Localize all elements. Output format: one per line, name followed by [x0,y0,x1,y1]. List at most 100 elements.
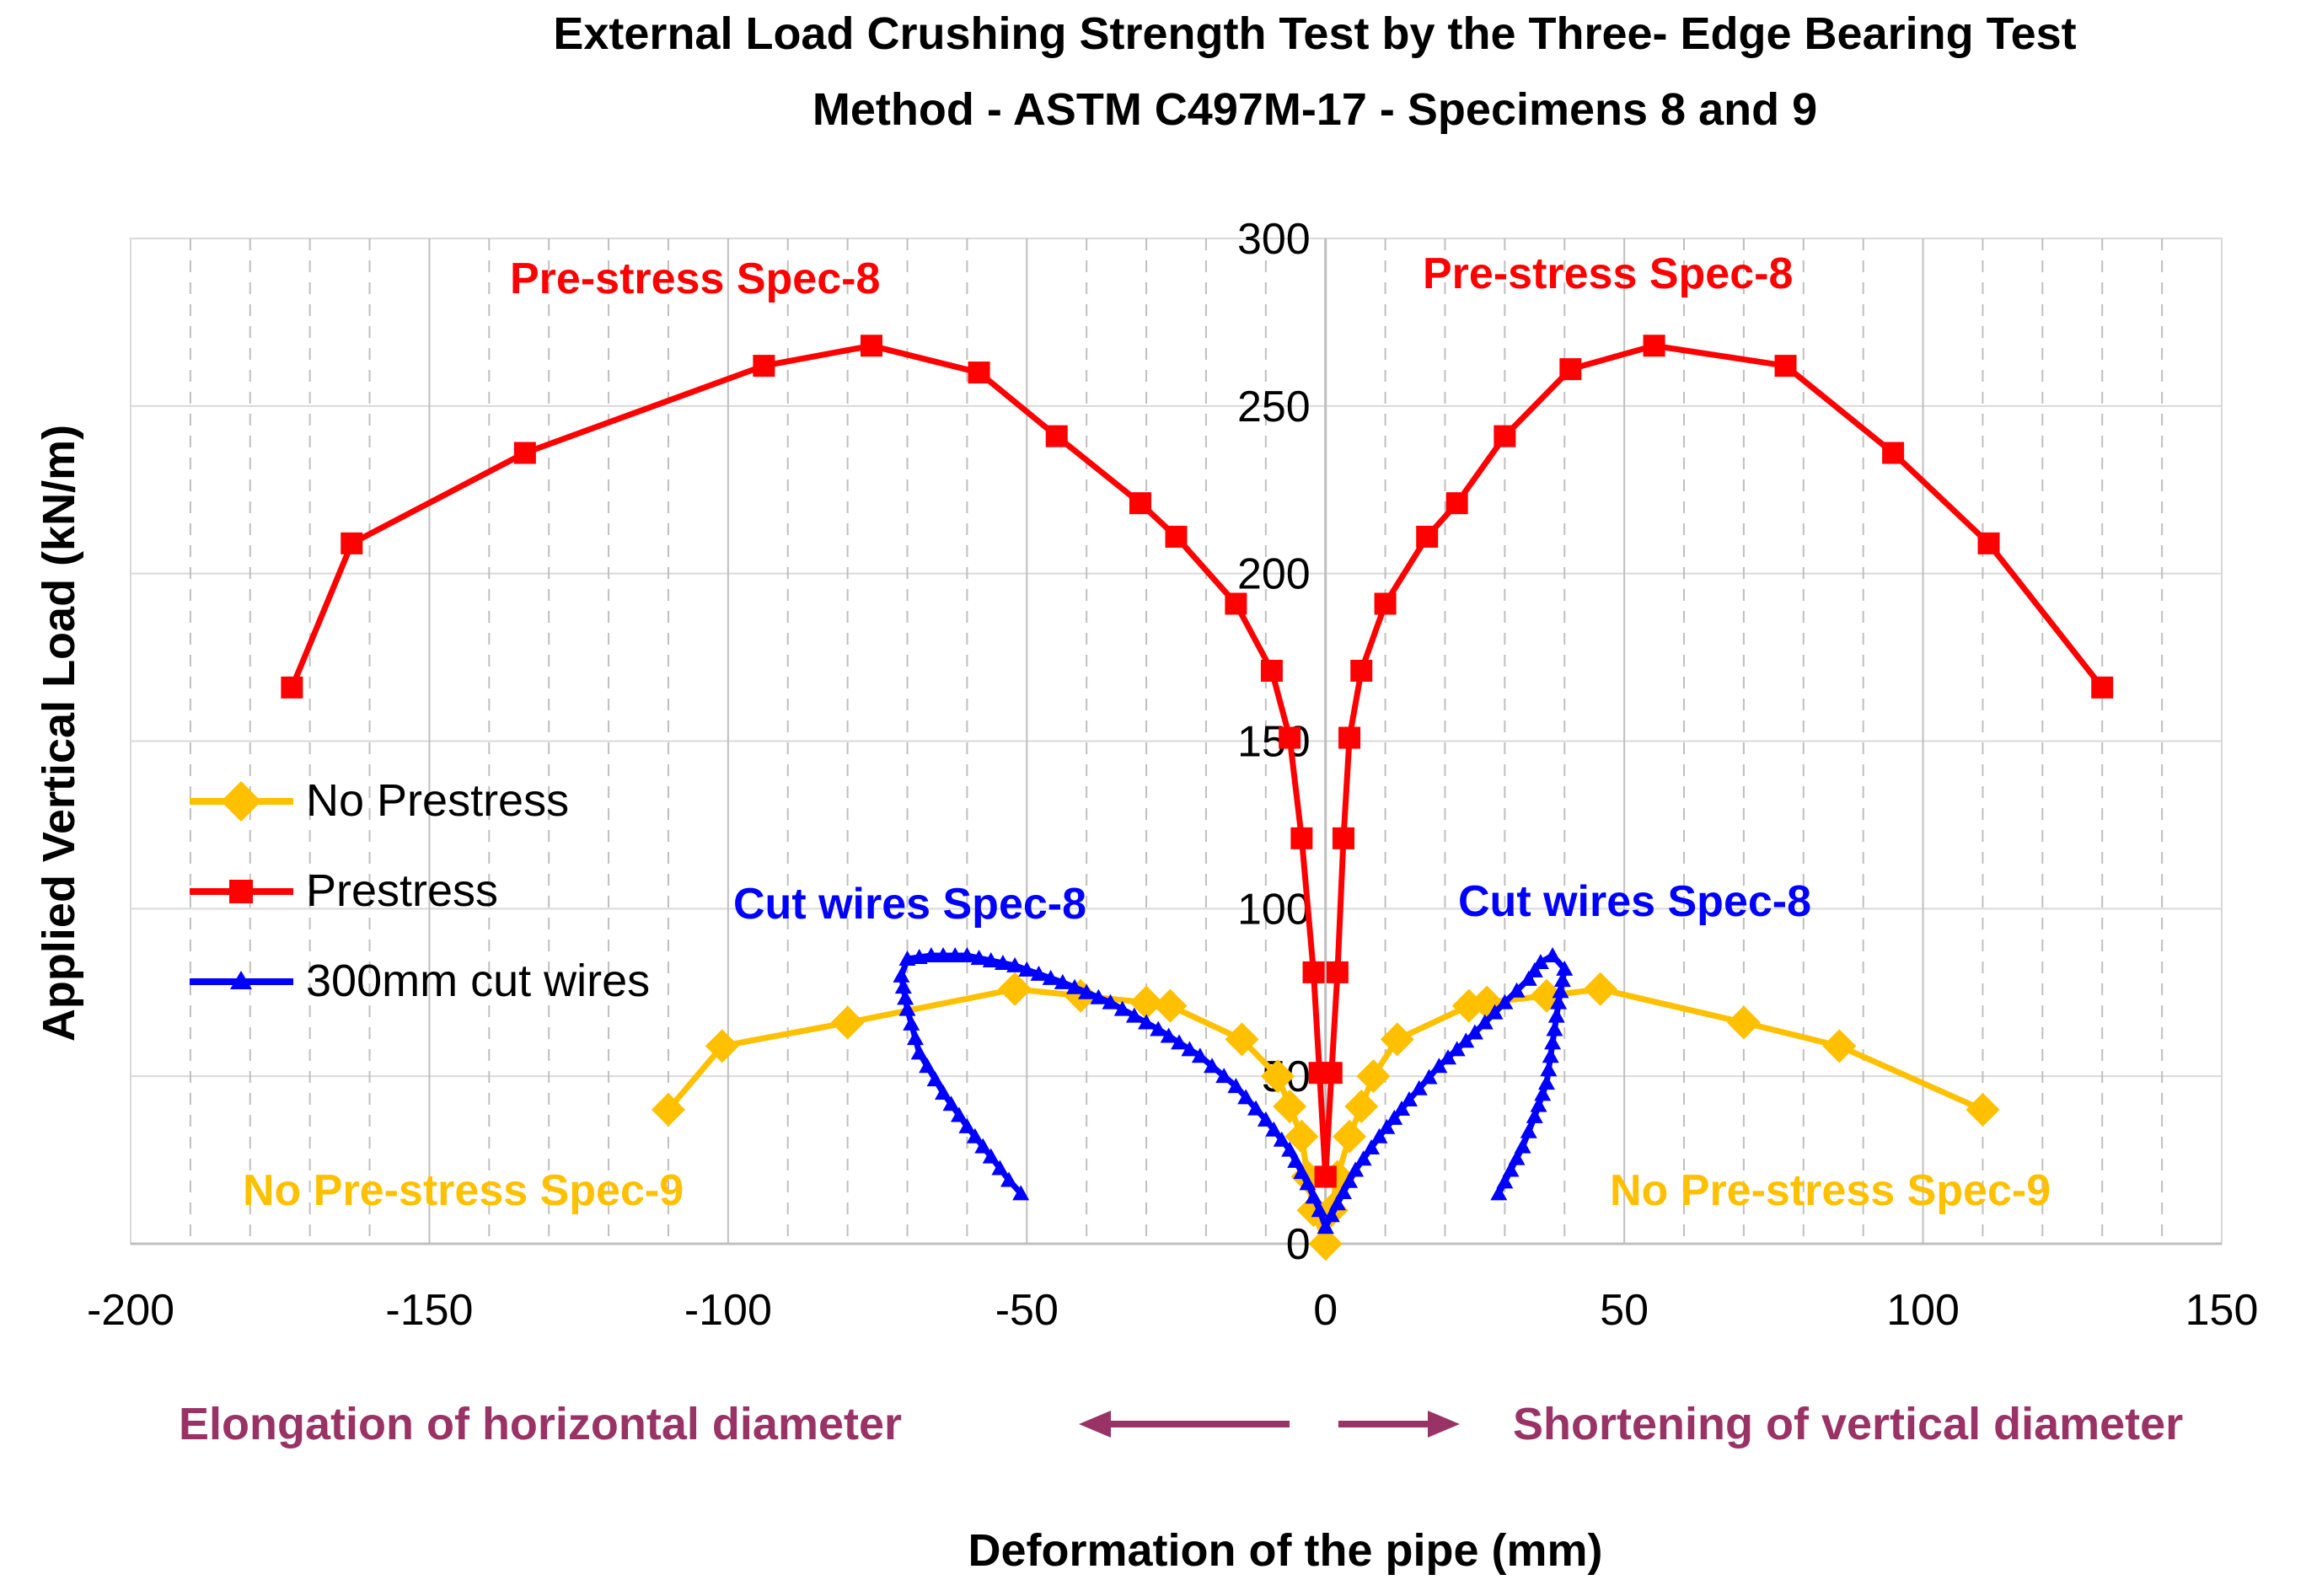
annotation-cut-right: Cut wires Spec-8 [1458,877,1811,926]
y-tick-label: 100 [1237,885,1311,934]
data-point-triangle [1018,961,1036,977]
data-point-square [968,362,990,384]
data-point-triangle [1191,1047,1209,1063]
arrow-right-icon [1338,1411,1460,1438]
data-point-triangle [974,1138,992,1154]
x-axis-label: Deformation of the pipe (mm) [968,1525,1603,1576]
data-point-triangle [1078,983,1096,999]
data-point-triangle [1553,972,1571,988]
data-point-triangle [1328,1195,1346,1211]
y-tick-label: 250 [1237,383,1311,431]
data-point-triangle [1113,1000,1131,1016]
legend-item-cut-wires: 300mm cut wires [190,956,650,1006]
data-point-triangle [1065,978,1083,994]
data-point-triangle [942,1095,960,1111]
annotation-prestress-right: Pre-stress Spec-8 [1423,249,1793,298]
data-point-triangle [982,1148,1000,1164]
legend-label-cut-wires: 300mm cut wires [306,956,650,1006]
legend-label-no-prestress: No Prestress [306,775,569,826]
data-point-triangle [1457,1032,1475,1048]
data-point-square [1225,592,1247,615]
data-point-triangle [1508,1149,1526,1165]
data-point-triangle [897,989,914,1005]
data-point-diamond [830,1005,865,1040]
data-point-triangle [894,978,912,994]
data-point-triangle [1520,1122,1537,1138]
data-point-diamond [1261,1059,1295,1094]
data-point-triangle [1410,1079,1428,1095]
chart-title-line2: Method - ASTM C497M-17 - Specimens 8 and… [812,84,1817,135]
legend-square-icon [229,880,253,903]
data-point-triangle [1273,1131,1290,1147]
annotation-cut-left: Cut wires Spec-8 [733,880,1086,929]
data-point-triangle [1466,1024,1483,1040]
y-tick-label: 300 [1237,215,1311,264]
data-point-triangle [966,1127,984,1143]
series-line [289,342,1329,1177]
data-point-triangle [926,1071,944,1087]
data-point-triangle [958,1117,976,1133]
data-point-triangle [1334,1184,1352,1200]
data-point-triangle [1102,993,1119,1010]
data-point-triangle [1006,956,1024,972]
data-point-triangle [893,967,910,983]
data-point-diamond [705,1029,739,1063]
data-point-diamond [1726,1005,1761,1040]
grid [131,238,2222,1244]
data-point-square [1494,425,1516,447]
data-point-diamond [651,1092,685,1127]
data-point-triangle [991,1160,1009,1176]
data-point-square [1774,355,1797,378]
data-point-square [1314,1165,1337,1188]
data-point-triangle [1247,1100,1265,1116]
data-point-triangle [1544,947,1562,963]
data-point-triangle [1227,1078,1245,1094]
data-point-triangle [950,1106,968,1122]
data-point-triangle [1125,1007,1143,1023]
data-point-square [1129,492,1151,515]
data-point-triangle [1265,1121,1283,1137]
data-point-triangle [1237,1089,1255,1105]
data-point-triangle [1341,1172,1359,1188]
data-point-triangle [1322,1207,1340,1223]
data-point-triangle [935,1085,952,1101]
x-tick-label: 0 [1313,1286,1338,1335]
data-point-triangle [1526,1107,1543,1123]
data-point-triangle [1530,1096,1547,1112]
data-point-diamond [1380,1022,1414,1057]
arrow-left-icon [1079,1411,1290,1438]
data-point-diamond [1129,985,1164,1020]
data-point-square [1338,726,1361,749]
data-point-square [2091,676,2114,699]
data-point-square [1416,525,1439,548]
legend-label-prestress: Prestress [306,865,498,916]
y-axis-label: Applied Vertical Load (kN/m) [34,425,84,1042]
data-point-triangle [1540,1061,1558,1077]
annotation-noprestress-right: No Pre-stress Spec-9 [1610,1166,2051,1215]
data-point-triangle [1544,1034,1562,1050]
data-point-triangle [1204,1058,1221,1074]
data-point-triangle [1508,982,1526,998]
data-point-triangle [1054,973,1071,989]
data-point-triangle [1012,1185,1030,1201]
series-300mm-cut-wires [893,947,1574,1234]
x-tick-label: -150 [385,1286,473,1335]
data-point-triangle [1537,1074,1555,1090]
data-point-triangle [1363,1139,1381,1155]
series-line [1322,342,2105,1177]
data-point-triangle [1000,1171,1018,1187]
y-tick-label: 200 [1237,550,1311,599]
data-point-triangle [1496,1173,1514,1189]
data-point-triangle [1281,1141,1299,1157]
data-point-triangle [1150,1020,1167,1036]
series-line [666,986,1328,1245]
data-point-triangle [1526,961,1543,977]
data-point-triangle [1354,1150,1372,1166]
data-point-triangle [1400,1091,1418,1107]
data-point-diamond [1583,972,1617,1006]
legend-item-prestress: Prestress [190,865,498,916]
data-point-square [1559,358,1582,381]
x-tick-label: -200 [87,1286,174,1335]
data-point-square [1882,442,1905,464]
